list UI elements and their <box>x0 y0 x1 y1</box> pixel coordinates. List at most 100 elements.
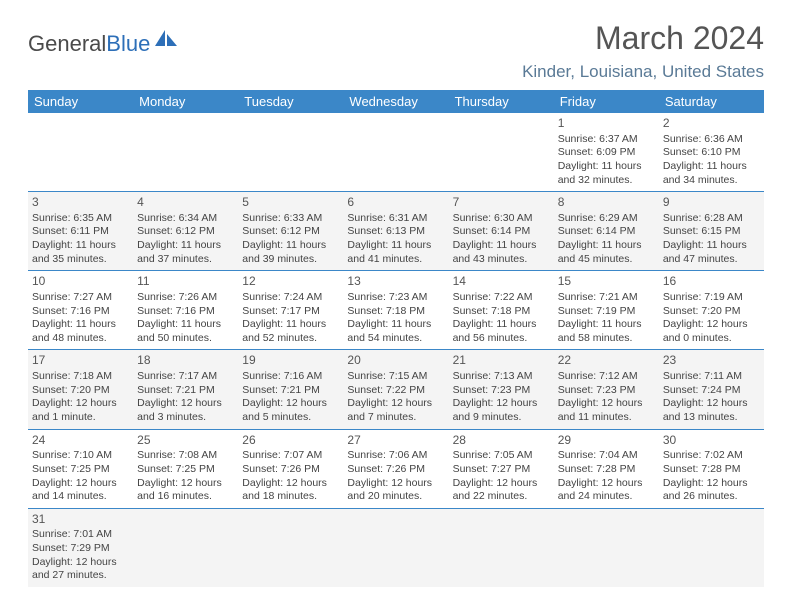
day-detail: and 20 minutes. <box>347 490 444 504</box>
calendar-cell: 22Sunrise: 7:12 AMSunset: 7:23 PMDayligh… <box>554 350 659 429</box>
calendar-cell <box>238 508 343 587</box>
day-detail: Sunset: 7:25 PM <box>137 463 234 477</box>
day-detail: Daylight: 11 hours <box>242 318 339 332</box>
day-detail: and 9 minutes. <box>453 411 550 425</box>
calendar-cell: 20Sunrise: 7:15 AMSunset: 7:22 PMDayligh… <box>343 350 448 429</box>
day-detail: Sunrise: 7:07 AM <box>242 449 339 463</box>
day-detail: Sunrise: 7:27 AM <box>32 291 129 305</box>
day-detail: Sunrise: 7:24 AM <box>242 291 339 305</box>
day-detail: and 47 minutes. <box>663 253 760 267</box>
day-number: 23 <box>663 353 760 369</box>
day-detail: and 3 minutes. <box>137 411 234 425</box>
day-detail: and 32 minutes. <box>558 174 655 188</box>
calendar-cell: 28Sunrise: 7:05 AMSunset: 7:27 PMDayligh… <box>449 429 554 508</box>
day-detail: Daylight: 12 hours <box>453 477 550 491</box>
day-detail: and 18 minutes. <box>242 490 339 504</box>
day-detail: Daylight: 12 hours <box>663 397 760 411</box>
day-header: Friday <box>554 90 659 113</box>
day-detail: Sunset: 6:14 PM <box>453 225 550 239</box>
day-detail: Sunset: 6:10 PM <box>663 146 760 160</box>
day-detail: Sunrise: 6:31 AM <box>347 212 444 226</box>
calendar-week: 24Sunrise: 7:10 AMSunset: 7:25 PMDayligh… <box>28 429 764 508</box>
day-detail: Sunset: 6:09 PM <box>558 146 655 160</box>
brand-logo: GeneralBlue <box>28 28 179 60</box>
day-detail: and 14 minutes. <box>32 490 129 504</box>
brand-part2: Blue <box>106 31 150 57</box>
calendar-cell <box>133 113 238 192</box>
day-number: 9 <box>663 195 760 211</box>
day-detail: Daylight: 11 hours <box>663 239 760 253</box>
calendar-cell: 3Sunrise: 6:35 AMSunset: 6:11 PMDaylight… <box>28 192 133 271</box>
day-detail: Sunrise: 7:10 AM <box>32 449 129 463</box>
day-detail: Sunset: 7:21 PM <box>242 384 339 398</box>
day-detail: Sunrise: 7:05 AM <box>453 449 550 463</box>
calendar-cell: 1Sunrise: 6:37 AMSunset: 6:09 PMDaylight… <box>554 113 659 192</box>
day-detail: Daylight: 12 hours <box>242 397 339 411</box>
day-detail: Sunset: 7:25 PM <box>32 463 129 477</box>
day-detail: and 11 minutes. <box>558 411 655 425</box>
day-header: Thursday <box>449 90 554 113</box>
calendar-week: 17Sunrise: 7:18 AMSunset: 7:20 PMDayligh… <box>28 350 764 429</box>
calendar-cell: 4Sunrise: 6:34 AMSunset: 6:12 PMDaylight… <box>133 192 238 271</box>
day-detail: Daylight: 11 hours <box>558 160 655 174</box>
calendar-cell: 26Sunrise: 7:07 AMSunset: 7:26 PMDayligh… <box>238 429 343 508</box>
calendar-cell: 29Sunrise: 7:04 AMSunset: 7:28 PMDayligh… <box>554 429 659 508</box>
day-detail: Sunrise: 7:04 AM <box>558 449 655 463</box>
day-number: 16 <box>663 274 760 290</box>
day-number: 15 <box>558 274 655 290</box>
day-detail: Daylight: 11 hours <box>453 239 550 253</box>
day-detail: Sunset: 6:13 PM <box>347 225 444 239</box>
calendar-cell: 24Sunrise: 7:10 AMSunset: 7:25 PMDayligh… <box>28 429 133 508</box>
day-detail: and 7 minutes. <box>347 411 444 425</box>
day-number: 12 <box>242 274 339 290</box>
day-header: Tuesday <box>238 90 343 113</box>
day-number: 14 <box>453 274 550 290</box>
calendar-cell: 5Sunrise: 6:33 AMSunset: 6:12 PMDaylight… <box>238 192 343 271</box>
day-number: 18 <box>137 353 234 369</box>
day-detail: Daylight: 12 hours <box>137 397 234 411</box>
calendar-cell: 10Sunrise: 7:27 AMSunset: 7:16 PMDayligh… <box>28 271 133 350</box>
day-number: 19 <box>242 353 339 369</box>
day-detail: Daylight: 12 hours <box>32 477 129 491</box>
day-detail: Sunrise: 6:28 AM <box>663 212 760 226</box>
day-detail: and 22 minutes. <box>453 490 550 504</box>
day-detail: Daylight: 11 hours <box>453 318 550 332</box>
day-detail: Sunset: 7:21 PM <box>137 384 234 398</box>
calendar-cell <box>449 508 554 587</box>
day-detail: Sunrise: 7:15 AM <box>347 370 444 384</box>
day-detail: Sunset: 6:12 PM <box>242 225 339 239</box>
day-detail: Sunrise: 6:30 AM <box>453 212 550 226</box>
day-number: 7 <box>453 195 550 211</box>
day-number: 24 <box>32 433 129 449</box>
day-number: 28 <box>453 433 550 449</box>
calendar-week: 31Sunrise: 7:01 AMSunset: 7:29 PMDayligh… <box>28 508 764 587</box>
day-detail: Sunset: 7:22 PM <box>347 384 444 398</box>
day-detail: Daylight: 11 hours <box>137 239 234 253</box>
calendar-cell: 12Sunrise: 7:24 AMSunset: 7:17 PMDayligh… <box>238 271 343 350</box>
day-detail: Sunset: 7:28 PM <box>663 463 760 477</box>
day-detail: Daylight: 11 hours <box>32 318 129 332</box>
day-number: 3 <box>32 195 129 211</box>
brand-part1: General <box>28 31 106 57</box>
day-header: Saturday <box>659 90 764 113</box>
day-number: 8 <box>558 195 655 211</box>
day-detail: and 48 minutes. <box>32 332 129 346</box>
calendar-cell <box>343 113 448 192</box>
sail-icon <box>153 28 179 54</box>
day-detail: Daylight: 12 hours <box>558 477 655 491</box>
day-number: 26 <box>242 433 339 449</box>
day-number: 1 <box>558 116 655 132</box>
day-detail: and 35 minutes. <box>32 253 129 267</box>
calendar-cell: 17Sunrise: 7:18 AMSunset: 7:20 PMDayligh… <box>28 350 133 429</box>
calendar-week: 10Sunrise: 7:27 AMSunset: 7:16 PMDayligh… <box>28 271 764 350</box>
day-detail: Sunrise: 6:34 AM <box>137 212 234 226</box>
day-detail: and 26 minutes. <box>663 490 760 504</box>
day-detail: Sunset: 6:11 PM <box>32 225 129 239</box>
day-detail: Sunrise: 7:06 AM <box>347 449 444 463</box>
day-detail: Daylight: 11 hours <box>347 318 444 332</box>
day-detail: and 24 minutes. <box>558 490 655 504</box>
day-detail: Daylight: 11 hours <box>558 318 655 332</box>
calendar-week: 3Sunrise: 6:35 AMSunset: 6:11 PMDaylight… <box>28 192 764 271</box>
day-detail: Sunset: 7:23 PM <box>558 384 655 398</box>
calendar-cell: 8Sunrise: 6:29 AMSunset: 6:14 PMDaylight… <box>554 192 659 271</box>
